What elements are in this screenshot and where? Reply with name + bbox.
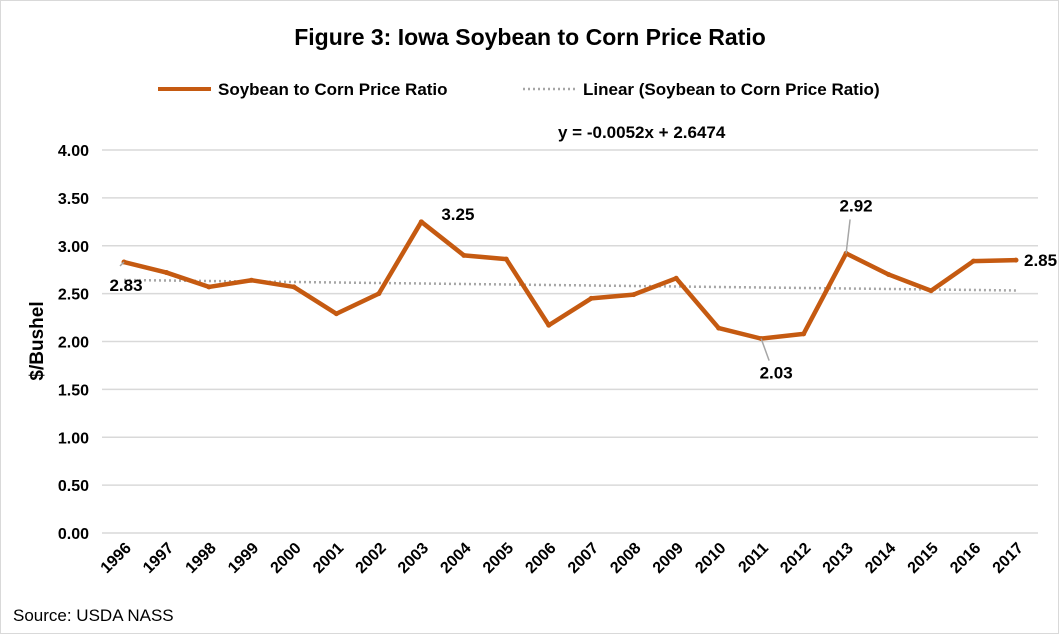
y-axis-label: $/Bushel <box>27 301 48 380</box>
x-tick-label: 2013 <box>820 540 857 577</box>
x-tick-label: 1996 <box>98 540 135 577</box>
data-label: 2.92 <box>840 196 873 215</box>
data-point <box>588 295 594 301</box>
data-point <box>163 270 169 276</box>
x-tick-label: 2016 <box>947 540 984 577</box>
y-tick-label: 3.00 <box>58 239 89 256</box>
x-tick-label: 2009 <box>650 540 687 577</box>
x-tick-label: 2006 <box>522 540 559 577</box>
chart-title: Figure 3: Iowa Soybean to Corn Price Rat… <box>294 24 766 50</box>
x-tick-label: 2005 <box>480 540 517 577</box>
data-label: 2.83 <box>109 276 142 295</box>
y-tick-label: 1.50 <box>58 382 89 399</box>
trendline-equation: y = -0.0052x + 2.6474 <box>558 123 726 142</box>
y-tick-label: 2.00 <box>58 335 89 352</box>
x-tick-label: 2000 <box>268 540 305 577</box>
source-note: Source: USDA NASS <box>13 606 174 625</box>
data-point <box>461 252 467 258</box>
data-point <box>1013 257 1019 263</box>
data-point <box>886 271 892 277</box>
data-point <box>206 284 212 290</box>
series-line <box>123 219 1017 341</box>
y-tick-label: 4.00 <box>58 143 89 160</box>
data-label: 3.25 <box>441 205 474 224</box>
x-tick-label: 2003 <box>395 540 432 577</box>
x-tick-label: 2014 <box>862 540 899 577</box>
x-tick-label: 2011 <box>735 540 772 577</box>
x-tick-label: 2007 <box>565 540 602 577</box>
legend: Soybean to Corn Price Ratio Linear (Soyb… <box>158 80 880 99</box>
y-tick-label: 1.00 <box>58 430 89 447</box>
data-point <box>631 292 637 298</box>
data-point <box>546 322 552 328</box>
data-point <box>801 331 807 337</box>
y-tick-label: 0.50 <box>58 478 89 495</box>
x-tick-label: 1997 <box>140 540 177 577</box>
data-label-leader <box>760 338 770 361</box>
data-point <box>333 311 339 317</box>
data-point <box>673 275 679 281</box>
x-tick-label: 2001 <box>310 540 347 577</box>
data-label-leader <box>119 261 125 267</box>
legend-label-series: Soybean to Corn Price Ratio <box>218 80 448 99</box>
data-label-leader <box>845 219 851 254</box>
data-point <box>503 256 509 262</box>
y-tick-label: 2.50 <box>58 287 89 304</box>
x-tick-label: 2008 <box>607 540 644 577</box>
data-point <box>716 325 722 331</box>
data-point <box>971 258 977 264</box>
data-point <box>418 219 424 225</box>
data-label: 2.03 <box>760 364 793 383</box>
data-point <box>376 291 382 297</box>
data-label: 2.85 <box>1024 251 1057 270</box>
y-tick-label: 0.00 <box>58 526 89 543</box>
trendline <box>123 278 1017 292</box>
x-tick-label: 1999 <box>225 540 262 577</box>
data-point <box>248 277 254 283</box>
x-tick-label: 2015 <box>905 540 942 577</box>
y-tick-label: 3.50 <box>58 191 89 208</box>
x-tick-label: 2004 <box>437 540 474 577</box>
data-point <box>291 284 297 290</box>
x-tick-label: 2010 <box>692 540 729 577</box>
x-tick-label: 2012 <box>777 540 814 577</box>
data-point <box>928 288 934 294</box>
x-tick-label: 2017 <box>990 540 1027 577</box>
x-tick-label: 2002 <box>352 540 389 577</box>
x-tick-label: 1998 <box>183 540 220 577</box>
legend-label-trendline: Linear (Soybean to Corn Price Ratio) <box>583 80 880 99</box>
